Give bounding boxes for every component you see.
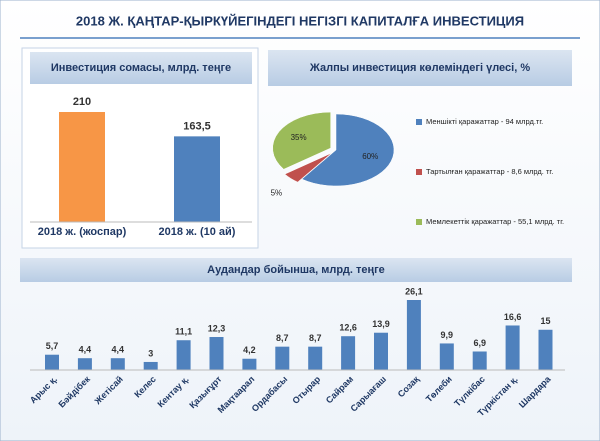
chart-title: Инвестиция сомасы, млрд. теңге [51, 62, 231, 74]
value-label: 9,9 [441, 330, 454, 340]
bar [59, 112, 105, 222]
chart-title: Аудандар бойынша, млрд. теңге [207, 264, 385, 276]
value-label: 5% [271, 188, 283, 197]
bar [439, 343, 454, 370]
value-label: 26,1 [405, 286, 423, 296]
pie-slice [284, 152, 332, 183]
value-label: 35% [291, 133, 307, 142]
bar [242, 358, 257, 370]
bar [176, 340, 191, 370]
bar [472, 351, 487, 370]
value-label: 163,5 [183, 120, 211, 132]
value-label: 12,6 [339, 323, 357, 333]
value-label: 4,2 [243, 345, 256, 355]
value-label: 6,9 [473, 338, 486, 348]
bar [308, 346, 323, 370]
legend-swatch [416, 169, 422, 175]
bar [110, 358, 125, 370]
bar [538, 329, 553, 370]
value-label: 11,1 [175, 327, 192, 337]
bar [275, 346, 290, 370]
value-label: 60% [362, 152, 378, 161]
value-label: 8,7 [276, 333, 289, 343]
value-label: 210 [73, 96, 91, 108]
bar [77, 358, 92, 370]
legend-label: Меншікті қаражаттар - 94 млрд.тг. [426, 117, 543, 126]
legend-label: Мемлекеттік қаражаттар - 55,1 млрд. тг. [426, 217, 564, 226]
pie-slice [272, 111, 331, 170]
chart-title: Жалпы инвестиция көлеміндегі үлесі, % [309, 62, 530, 74]
value-label: 4,4 [112, 345, 125, 355]
bar [374, 332, 388, 370]
legend-swatch [416, 219, 422, 225]
bar [406, 300, 421, 370]
value-label: 4,4 [79, 345, 92, 355]
bar [209, 337, 224, 370]
value-label: 3 [148, 348, 153, 358]
value-label: 5,7 [46, 341, 59, 351]
panel-header [20, 258, 572, 282]
bar [505, 325, 520, 370]
legend-label: Тартылған қаражаттар - 8,6 млрд. тг. [426, 167, 553, 176]
value-label: 8,7 [309, 333, 322, 343]
value-label: 16,6 [504, 312, 522, 322]
panel-header [268, 50, 572, 86]
x-tick-label: 2018 ж. (10 ай) [159, 226, 236, 238]
bar [45, 354, 59, 370]
value-label: 13,9 [372, 319, 390, 329]
bar [143, 361, 158, 370]
legend-swatch [416, 119, 422, 125]
panel-header [30, 52, 252, 84]
bar [341, 336, 356, 370]
slide-title: 2018 Ж. ҚАҢТАР-ҚЫРКҮЙЕГІНДЕГІ НЕГІЗГІ КА… [76, 13, 524, 28]
pie-slice [301, 113, 395, 187]
value-label: 15 [540, 316, 550, 326]
value-label: 12,3 [208, 323, 226, 333]
bar [174, 136, 220, 222]
x-tick-label: 2018 ж. (жоспар) [38, 226, 127, 238]
